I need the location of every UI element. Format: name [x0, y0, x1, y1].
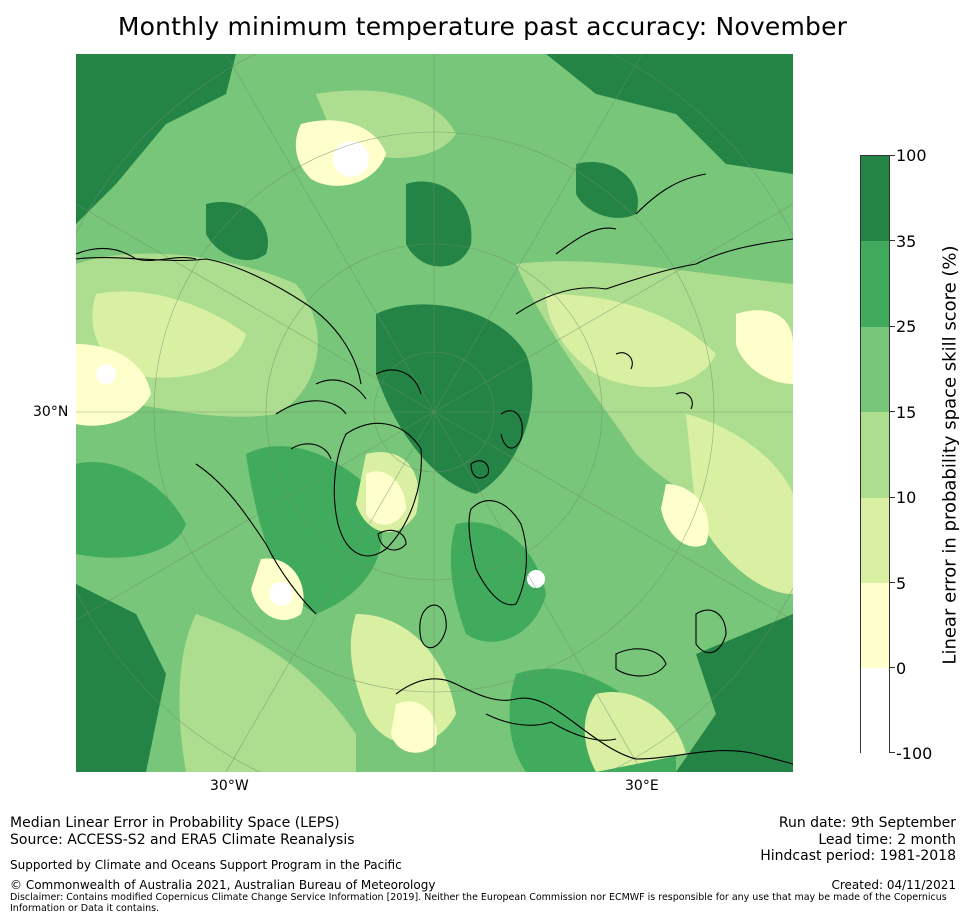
footer-disclaimer-line2: Information or Data it contains. — [10, 903, 160, 914]
skill-pale-regions — [92, 291, 793, 772]
colorbar-bin-10-15 — [861, 412, 889, 498]
colorbar-tick — [889, 497, 895, 498]
colorbar-bin-5-10 — [861, 497, 889, 583]
footer-copyright: © Commonwealth of Australia 2021, Austra… — [10, 878, 436, 892]
colorbar-tick — [889, 155, 895, 156]
colorbar-title: Linear error in probability space skill … — [939, 245, 961, 665]
colorbar-tick — [889, 326, 895, 327]
colorbar-bin-15-25 — [861, 326, 889, 413]
lon-label-30w: 30°W — [210, 778, 249, 794]
coastlines — [76, 173, 793, 765]
colorbar-bin-25-35 — [861, 241, 889, 327]
colorbar-label: -100 — [896, 744, 933, 763]
graticule — [76, 54, 793, 772]
chart-title: Monthly minimum temperature past accurac… — [117, 12, 848, 41]
colorbar-bin-neg100-0 — [861, 668, 889, 754]
colorbar-label: 10 — [896, 488, 917, 507]
colorbar-label: 0 — [896, 659, 907, 678]
colorbar-label: 15 — [896, 403, 917, 422]
colorbar-tick — [889, 752, 895, 753]
lon-label-30e: 30°E — [625, 778, 659, 794]
skill-map — [76, 54, 793, 772]
footer-lead-time: Lead time: 2 month — [818, 832, 956, 848]
lat-label-30n: 30°N — [33, 404, 69, 420]
footer-run-date: Run date: 9th September — [778, 815, 956, 831]
footer-source: Source: ACCESS-S2 and ERA5 Climate Reana… — [10, 832, 355, 848]
colorbar-label: 35 — [896, 232, 917, 251]
skill-dark-green-regions — [76, 54, 793, 772]
colorbar-tick — [889, 582, 895, 583]
colorbar-tick — [889, 240, 895, 241]
colorbar-bin-0-5 — [861, 583, 889, 669]
colorbar-label: 100 — [896, 146, 927, 165]
colorbar-label: 5 — [896, 574, 907, 593]
colorbar-tick — [889, 667, 895, 668]
footer-method: Median Linear Error in Probability Space… — [10, 815, 340, 831]
colorbar-bin-35-100 — [861, 156, 889, 242]
colorbar-label: 25 — [896, 317, 917, 336]
footer-created: Created: 04/11/2021 — [831, 878, 956, 892]
footer-support: Supported by Climate and Oceans Support … — [10, 858, 402, 872]
footer-disclaimer-line1: Disclaimer: Contains modified Copernicus… — [10, 892, 947, 903]
colorbar-tick — [889, 411, 895, 412]
skill-low-regions — [76, 120, 793, 753]
footer-hindcast: Hindcast period: 1981-2018 — [760, 848, 956, 864]
colorbar — [860, 155, 890, 754]
